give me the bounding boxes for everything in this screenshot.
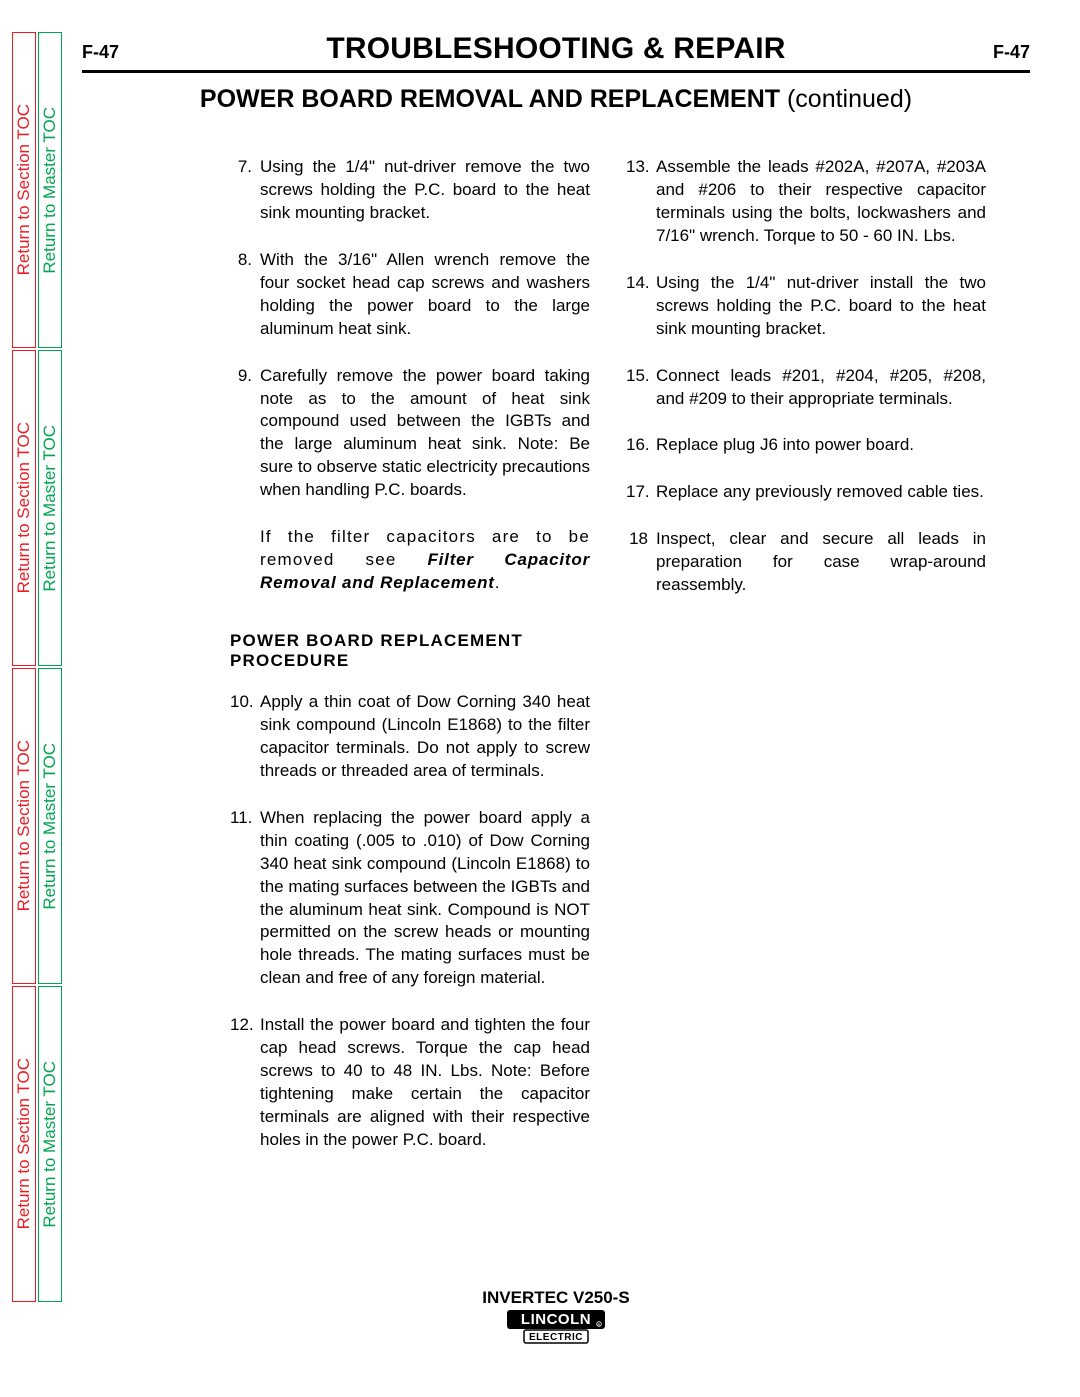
step-number: 10. xyxy=(230,691,260,783)
page-body: F-47 TROUBLESHOOTING & REPAIR F-47 POWER… xyxy=(82,32,1030,1176)
right-column: 13.Assemble the leads #202A, #207A, #203… xyxy=(626,156,986,1176)
list-item: 11.When replacing the power board apply … xyxy=(230,807,590,991)
step-number: 7. xyxy=(230,156,260,225)
subheader-plain: (continued) xyxy=(780,85,912,113)
list-item: 7.Using the 1/4" nut-driver remove the t… xyxy=(230,156,590,225)
master-toc-column: Return to Master TOC Return to Master TO… xyxy=(38,32,62,1302)
list-item: 15.Connect leads #201, #204, #205, #208,… xyxy=(626,365,986,411)
step-text: Replace plug J6 into power board. xyxy=(656,434,986,457)
step-number: 15. xyxy=(626,365,656,411)
replacement-steps-right: 13.Assemble the leads #202A, #207A, #203… xyxy=(626,156,986,597)
step-text: Connect leads #201, #204, #205, #208, an… xyxy=(656,365,986,411)
list-item: 17.Replace any previously removed cable … xyxy=(626,481,986,504)
model-name: INVERTEC V250-S xyxy=(82,1288,1030,1308)
filter-cap-note: If the filter capacitors are to be remov… xyxy=(260,526,590,595)
note-tail: . xyxy=(495,573,501,592)
step-number: 18 xyxy=(626,528,656,597)
page-title: TROUBLESHOOTING & REPAIR xyxy=(326,32,785,66)
list-item: 18Inspect, clear and secure all leads in… xyxy=(626,528,986,597)
subheader-bold: POWER BOARD REMOVAL AND REPLACEMENT xyxy=(200,85,780,113)
return-section-toc-1[interactable]: Return to Section TOC xyxy=(12,32,36,348)
list-item: 14.Using the 1/4" nut-driver install the… xyxy=(626,272,986,341)
page-header: F-47 TROUBLESHOOTING & REPAIR F-47 xyxy=(82,32,1030,73)
side-tabs: Return to Section TOC Return to Section … xyxy=(12,32,62,1302)
list-item: 13.Assemble the leads #202A, #207A, #203… xyxy=(626,156,986,248)
page-number-right: F-47 xyxy=(960,42,1030,63)
logo-top-text: LINCOLN xyxy=(521,1311,591,1328)
step-number: 8. xyxy=(230,249,260,341)
replacement-procedure-heading: POWER BOARD REPLACEMENT PROCEDURE xyxy=(230,631,590,671)
svg-text:R: R xyxy=(598,1322,601,1327)
return-master-toc-2[interactable]: Return to Master TOC xyxy=(38,350,62,666)
step-number: 16. xyxy=(626,434,656,457)
step-text: Carefully remove the power board taking … xyxy=(260,365,590,503)
section-toc-column: Return to Section TOC Return to Section … xyxy=(12,32,36,1302)
return-section-toc-2[interactable]: Return to Section TOC xyxy=(12,350,36,666)
lincoln-electric-logo: LINCOLN R ELECTRIC xyxy=(507,1310,605,1349)
return-master-toc-1[interactable]: Return to Master TOC xyxy=(38,32,62,348)
step-text: With the 3/16" Allen wrench remove the f… xyxy=(260,249,590,341)
list-item: 9.Carefully remove the power board takin… xyxy=(230,365,590,503)
return-section-toc-3[interactable]: Return to Section TOC xyxy=(12,668,36,984)
step-number: 11. xyxy=(230,807,260,991)
step-text: Inspect, clear and secure all leads in p… xyxy=(656,528,986,597)
step-text: Replace any previously removed cable tie… xyxy=(656,481,986,504)
step-number: 17. xyxy=(626,481,656,504)
list-item: 8.With the 3/16" Allen wrench remove the… xyxy=(230,249,590,341)
return-section-toc-4[interactable]: Return to Section TOC xyxy=(12,986,36,1302)
replacement-steps-left: 10.Apply a thin coat of Dow Corning 340 … xyxy=(230,691,590,1152)
step-text: When replacing the power board apply a t… xyxy=(260,807,590,991)
logo-bottom-text: ELECTRIC xyxy=(529,1332,583,1343)
step-text: Apply a thin coat of Dow Corning 340 hea… xyxy=(260,691,590,783)
list-item: 16.Replace plug J6 into power board. xyxy=(626,434,986,457)
page-number-left: F-47 xyxy=(82,42,152,63)
step-number: 12. xyxy=(230,1014,260,1152)
step-text: Using the 1/4" nut-driver install the tw… xyxy=(656,272,986,341)
list-item: 12.Install the power board and tighten t… xyxy=(230,1014,590,1152)
return-master-toc-3[interactable]: Return to Master TOC xyxy=(38,668,62,984)
step-text: Install the power board and tighten the … xyxy=(260,1014,590,1152)
step-text: Assemble the leads #202A, #207A, #203A a… xyxy=(656,156,986,248)
section-subheader: POWER BOARD REMOVAL AND REPLACEMENT (con… xyxy=(82,85,1030,114)
left-column: 7.Using the 1/4" nut-driver remove the t… xyxy=(230,156,590,1176)
return-master-toc-4[interactable]: Return to Master TOC xyxy=(38,986,62,1302)
step-number: 14. xyxy=(626,272,656,341)
step-number: 13. xyxy=(626,156,656,248)
content-columns: 7.Using the 1/4" nut-driver remove the t… xyxy=(82,156,1030,1176)
page-footer: INVERTEC V250-S LINCOLN R ELECTRIC xyxy=(82,1288,1030,1349)
step-text: Using the 1/4" nut-driver remove the two… xyxy=(260,156,590,225)
list-item: 10.Apply a thin coat of Dow Corning 340 … xyxy=(230,691,590,783)
step-number: 9. xyxy=(230,365,260,503)
removal-steps: 7.Using the 1/4" nut-driver remove the t… xyxy=(230,156,590,502)
